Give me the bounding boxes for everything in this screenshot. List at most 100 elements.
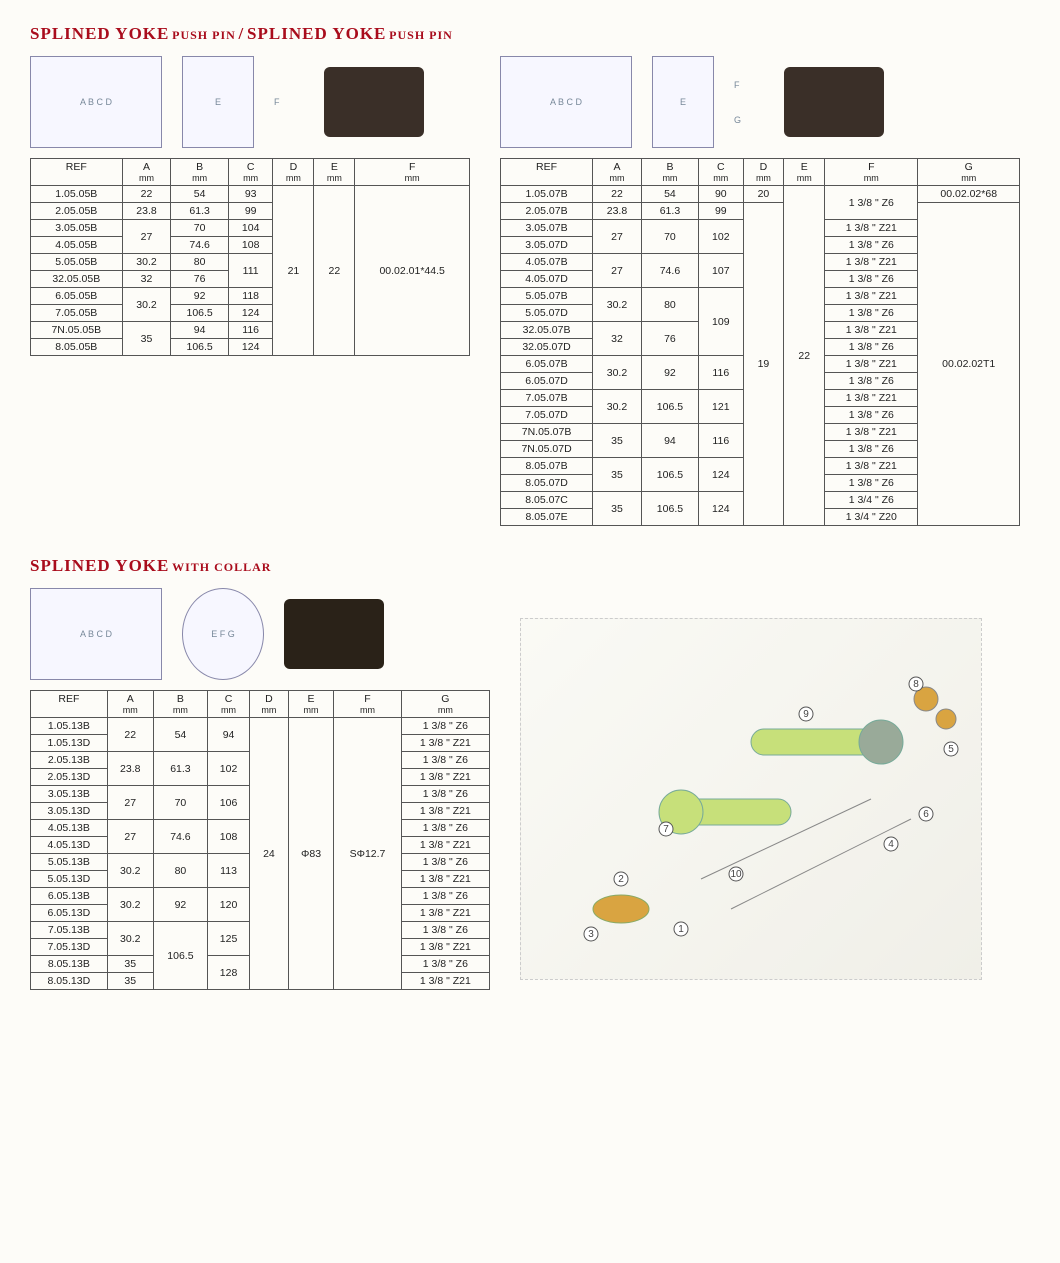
table-cell: 3.05.13D xyxy=(31,803,108,820)
col-unit: mm xyxy=(314,173,355,186)
table-cell: 32.05.07B xyxy=(501,322,593,339)
table-cell: 32.05.05B xyxy=(31,271,123,288)
col-unit: mm xyxy=(593,173,642,186)
table-cell: 2.05.13D xyxy=(31,769,108,786)
table-cell: 92 xyxy=(171,288,228,305)
table-cell: 3.05.13B xyxy=(31,786,108,803)
col-unit: mm xyxy=(334,705,401,718)
col-unit: mm xyxy=(641,173,698,186)
col-unit: mm xyxy=(784,173,825,186)
table-cell: 7N.05.07B xyxy=(501,424,593,441)
table-cell: 8.05.07C xyxy=(501,492,593,509)
technical-drawing: E F G xyxy=(182,588,264,680)
col-unit: mm xyxy=(288,705,334,718)
table-cell: 125 xyxy=(208,922,250,956)
table-cell: 106.5 xyxy=(153,922,207,990)
col-header: E xyxy=(784,159,825,174)
table-row: 2.05.07B23.861.3991900.02.02T1 xyxy=(501,203,1020,220)
table-cell: 1 3/8 " Z6 xyxy=(401,752,489,769)
table-cell: 5.05.05B xyxy=(31,254,123,271)
table-cell: 106 xyxy=(208,786,250,820)
table-cell: 76 xyxy=(641,322,698,356)
table-cell: 109 xyxy=(699,288,743,356)
col-header: F xyxy=(334,691,401,706)
table-cell: 8.05.07B xyxy=(501,458,593,475)
diagram-row-3: A B C D E F G xyxy=(30,588,490,680)
table-cell: 1 3/8 " Z6 xyxy=(825,186,918,220)
table-cell: 35 xyxy=(107,956,153,973)
table-cell: 54 xyxy=(171,186,228,203)
callout-number: 4 xyxy=(888,839,894,850)
col-unit: mm xyxy=(918,173,1020,186)
table-cell: 6.05.05B xyxy=(31,288,123,305)
table-cell: 1 3/8 " Z6 xyxy=(825,373,918,390)
table-cell: 1 3/8 " Z21 xyxy=(825,390,918,407)
callout-number: 1 xyxy=(678,924,684,935)
table-cell: 1 3/8 " Z21 xyxy=(825,356,918,373)
table-cell: 1 3/8 " Z21 xyxy=(401,905,489,922)
table-cell: 116 xyxy=(228,322,273,339)
table-cell: 2.05.07B xyxy=(501,203,593,220)
table-cell: 80 xyxy=(153,854,207,888)
table-cell: 30.2 xyxy=(593,288,642,322)
technical-drawing: A B C D xyxy=(30,56,162,148)
table-cell: 70 xyxy=(641,220,698,254)
technical-drawing: A B C D xyxy=(500,56,632,148)
table-cell: 1 3/4 " Z20 xyxy=(825,509,918,526)
col-unit: mm xyxy=(208,705,250,718)
callout-number: 5 xyxy=(948,744,954,755)
table-cell: 61.3 xyxy=(641,203,698,220)
table-cell: 7.05.13D xyxy=(31,939,108,956)
table-cell: 111 xyxy=(228,254,273,288)
table-cell: 20 xyxy=(743,186,784,203)
table-cell: 1 3/8 " Z21 xyxy=(401,803,489,820)
table-cell: 7N.05.05B xyxy=(31,322,123,339)
table-cell: 107 xyxy=(699,254,743,288)
table-cell: 7.05.07D xyxy=(501,407,593,424)
table-cell: 99 xyxy=(699,203,743,220)
col-unit: mm xyxy=(153,705,207,718)
table-cell: 54 xyxy=(641,186,698,203)
table-cell: 00.02.02*68 xyxy=(918,186,1020,203)
col-unit: mm xyxy=(273,173,314,186)
table-cell: 116 xyxy=(699,356,743,390)
table-cell: 4.05.13D xyxy=(31,837,108,854)
col-header: C xyxy=(228,159,273,174)
table-cell: 1.05.05B xyxy=(31,186,123,203)
col-unit: mm xyxy=(825,173,918,186)
table-cell: 1 3/8 " Z6 xyxy=(825,305,918,322)
table-cell: 1 3/8 " Z21 xyxy=(401,735,489,752)
table-cell: 5.05.13B xyxy=(31,854,108,871)
table-cell: 106.5 xyxy=(641,458,698,492)
table-cell: 22 xyxy=(784,186,825,526)
product-photo xyxy=(284,599,384,669)
table-cell: 76 xyxy=(171,271,228,288)
table-cell: 118 xyxy=(228,288,273,305)
table-cell: 5.05.07D xyxy=(501,305,593,322)
table-cell: 124 xyxy=(699,458,743,492)
table-cell: 1 3/8 " Z6 xyxy=(401,888,489,905)
table-cell: 35 xyxy=(593,424,642,458)
table-cell: 8.05.05B xyxy=(31,339,123,356)
col-unit xyxy=(501,173,593,186)
table-cell: 27 xyxy=(122,220,171,254)
table-cell: 27 xyxy=(593,254,642,288)
title-part: PUSH PIN xyxy=(389,28,453,42)
table-cell: 92 xyxy=(153,888,207,922)
table-cell: 80 xyxy=(641,288,698,322)
col-header: D xyxy=(250,691,289,706)
table-cell: 102 xyxy=(208,752,250,786)
table-cell: 32.05.07D xyxy=(501,339,593,356)
table-cell: 1.05.13B xyxy=(31,718,108,735)
table-cell: 124 xyxy=(699,492,743,526)
table-cell: 1 3/8 " Z21 xyxy=(401,871,489,888)
table-cell: 106.5 xyxy=(641,390,698,424)
title-sep: / xyxy=(239,24,245,43)
table-cell: 113 xyxy=(208,854,250,888)
col-header: A xyxy=(107,691,153,706)
title-part: SPLINED YOKE xyxy=(30,556,169,575)
table-cell: 1 3/8 " Z6 xyxy=(825,475,918,492)
col-header: E xyxy=(314,159,355,174)
table-cell: 22 xyxy=(314,186,355,356)
table-cell: 30.2 xyxy=(122,288,171,322)
